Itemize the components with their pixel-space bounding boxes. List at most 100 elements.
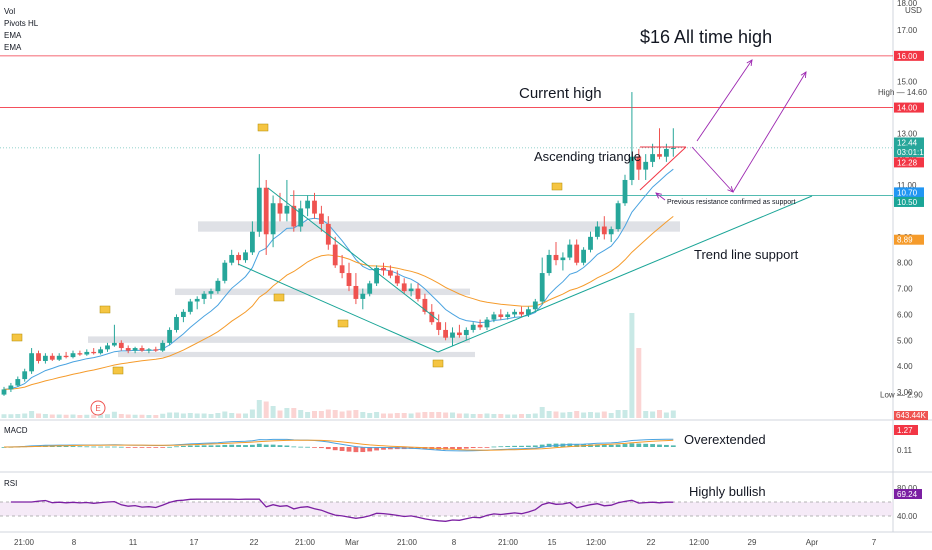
candle [374, 265, 379, 286]
candle [401, 278, 407, 294]
volume-bar [229, 413, 235, 418]
candle [429, 304, 435, 325]
candle-body [222, 262, 228, 281]
volume-bar [360, 412, 366, 418]
pivot-marker [112, 366, 124, 375]
volume-bar [456, 413, 462, 418]
price-tick: 3.00 [897, 388, 913, 397]
volume-bar [601, 411, 607, 418]
candle [512, 309, 517, 318]
candle-body [36, 353, 41, 361]
candle-body [201, 293, 207, 299]
candle-body [657, 154, 662, 157]
volume-bar [429, 412, 435, 418]
volume-bar [629, 313, 635, 418]
price-box-10-70-text: 10.70 [897, 188, 918, 197]
candle-body [243, 252, 248, 261]
candle [43, 353, 48, 364]
macd-histogram-bar [77, 446, 83, 448]
candle [491, 311, 497, 323]
candle [477, 319, 483, 330]
volume-bar [415, 412, 421, 418]
price-axis[interactable]: 17.0015.0013.0012.0011.009.008.007.006.0… [878, 0, 929, 521]
macd-histogram-bar [112, 446, 117, 448]
price-box-last-text: 12.44 [897, 138, 918, 147]
price-box-14-text: 14.00 [897, 104, 918, 113]
candle [505, 311, 511, 320]
zone-3 [118, 351, 475, 358]
triangle-bottom [639, 146, 687, 191]
pivot-marker [337, 319, 349, 328]
rsi-tick-40: 40.00 [897, 512, 918, 521]
candle-body [470, 324, 476, 330]
pivot-markers [11, 123, 563, 375]
candle [15, 376, 21, 387]
volume-bar [49, 414, 55, 418]
volume-bar [594, 412, 600, 418]
candle [77, 350, 83, 356]
volume-bar [450, 412, 455, 418]
volume-bar [125, 414, 131, 418]
candle-body [84, 351, 90, 355]
candle [629, 92, 635, 186]
volume-bar [194, 413, 200, 418]
macd-histogram-bar [539, 444, 545, 447]
macd-histogram-bar [284, 445, 290, 447]
high-label: High — 14.60 [878, 88, 927, 97]
volume-bar [153, 415, 159, 418]
macd-signal-line [4, 439, 674, 451]
price-tick: 11.00 [897, 181, 917, 190]
rsi-box: 69.24 [894, 489, 922, 499]
candle [70, 350, 76, 359]
volume-bar [84, 414, 90, 418]
volume-bar [15, 414, 21, 418]
volume-bar [201, 413, 207, 418]
candle-body [664, 148, 669, 157]
volume-bar [1, 414, 7, 418]
legend-ema-2: EMA [4, 43, 22, 52]
macd-histogram-bar [215, 445, 221, 447]
candle [457, 324, 462, 338]
candle-body [595, 226, 600, 237]
volume-bar [484, 413, 490, 418]
candle-body [236, 254, 241, 261]
earnings-marker[interactable]: E [90, 400, 106, 416]
candle-body [29, 353, 34, 372]
candle-body [98, 349, 103, 354]
time-axis[interactable]: 21:00 8 11 17 22 21:00 Mar 21:00 8 21:00 15 12:00 22… [14, 538, 877, 547]
support-resistance-zones [88, 221, 680, 358]
candle-body [174, 317, 179, 330]
macd-histogram-bar [270, 444, 276, 447]
candle [139, 345, 145, 352]
volume-bars [1, 313, 676, 418]
volume-bar [270, 406, 276, 418]
volume-bar [574, 411, 580, 418]
candle [588, 231, 593, 253]
macd-histogram-bar [463, 447, 469, 449]
volume-bar [394, 413, 400, 418]
time-tick: 21:00 [295, 538, 316, 547]
time-tick: 8 [452, 538, 457, 547]
pivot-marker [99, 305, 111, 314]
candle-body [353, 285, 359, 299]
volume-bar [291, 408, 297, 418]
candle-body [49, 355, 55, 360]
candle-body [608, 229, 614, 235]
volume-bar [387, 413, 393, 418]
candle-body [574, 244, 580, 263]
legend-pivots: Pivots HL [4, 19, 39, 28]
candle-body [312, 200, 317, 214]
plot-area[interactable] [0, 0, 893, 532]
candle [353, 273, 359, 305]
candle-body [622, 179, 628, 204]
macd-histogram-bar [470, 447, 476, 449]
price-box-countdown: 03:01:12 [894, 147, 929, 158]
candle [229, 249, 235, 266]
macd-histogram-bar [532, 445, 538, 447]
candle [298, 200, 304, 232]
time-tick: Apr [806, 538, 819, 547]
annotation-trend-line-support: Trend line support [694, 247, 799, 262]
macd-histogram-bar [415, 447, 421, 449]
price-box-10-50-text: 10.50 [897, 198, 918, 207]
